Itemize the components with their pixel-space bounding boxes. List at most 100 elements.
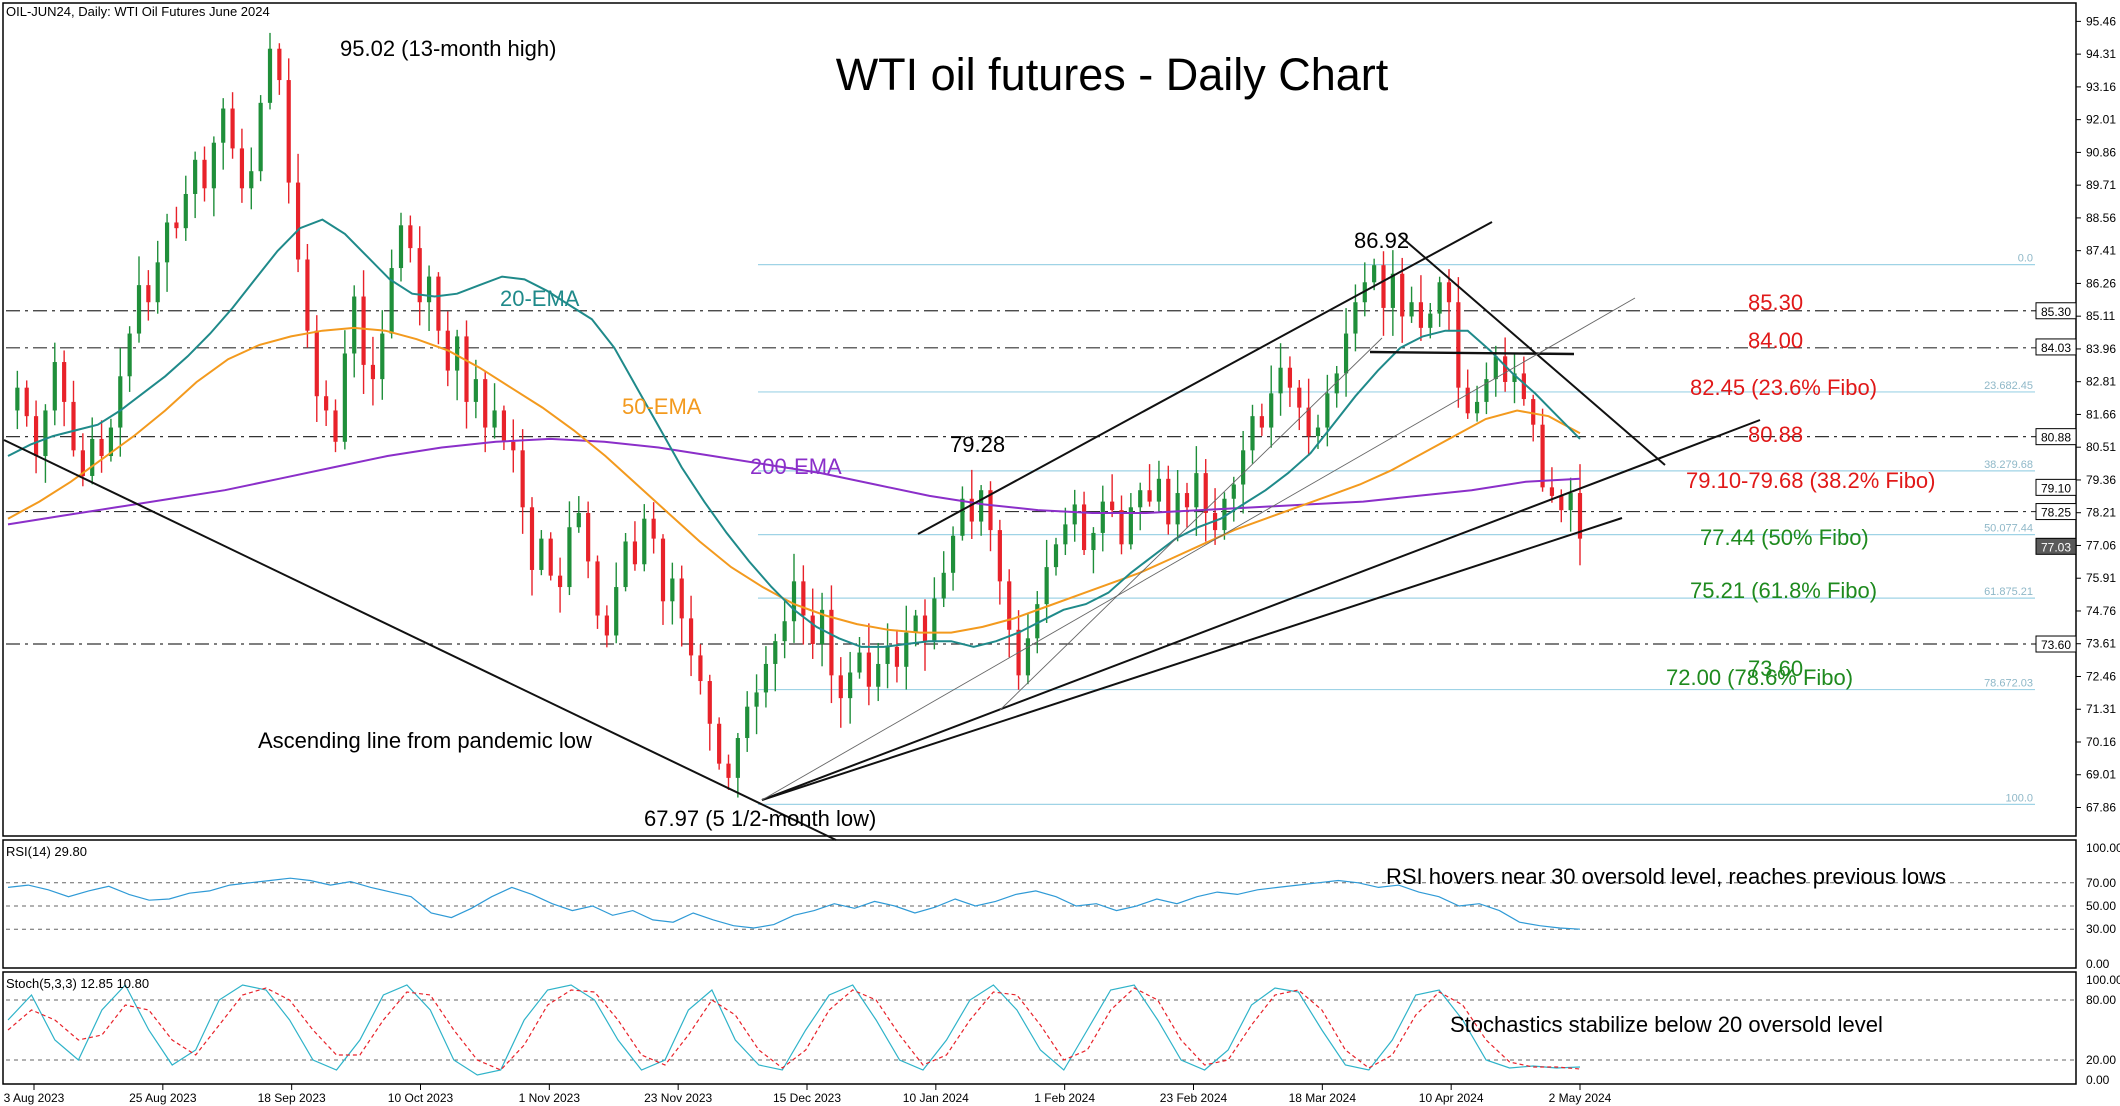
candlesticks xyxy=(15,32,1583,798)
candle-body xyxy=(108,427,114,457)
x-tick-label: 10 Jan 2024 xyxy=(903,1091,969,1105)
peak-annotation: 86.92 xyxy=(1354,228,1409,253)
candle-body xyxy=(960,498,965,536)
candle-body xyxy=(829,609,834,676)
candle-body xyxy=(436,276,441,331)
symbol-label: OIL-JUN24, Daily: WTI Oil Futures June 2… xyxy=(6,4,270,19)
candle-body xyxy=(1409,302,1414,317)
candle-body xyxy=(1418,302,1424,328)
price-tag-box xyxy=(2035,635,2077,653)
ema50-label: 50-EMA xyxy=(622,394,702,419)
candle-body xyxy=(698,655,703,682)
candle-body xyxy=(1306,407,1311,437)
fibo-ratio-5: 78.672.03 xyxy=(1984,678,2033,690)
candle-body xyxy=(1315,427,1321,437)
rsi-tick-label: 50.00 xyxy=(2086,899,2116,913)
y-tick-label: 69.01 xyxy=(2086,768,2116,782)
candle-body xyxy=(932,598,937,642)
candle-body xyxy=(146,285,151,303)
trend-line-7 xyxy=(999,337,1383,711)
candle-body xyxy=(520,450,525,508)
candle-body xyxy=(99,438,104,457)
stoch-d-line xyxy=(7,987,1581,1071)
price-tag-label: 79.10 xyxy=(2041,481,2071,495)
trend-line-1 xyxy=(761,419,1761,801)
candle-body xyxy=(979,490,984,522)
price-panel-frame xyxy=(2,2,2077,837)
candle-body xyxy=(1381,265,1386,308)
candle-body xyxy=(567,527,572,588)
price-tag-box xyxy=(2035,338,2077,356)
stoch-tick-label: 100.00 xyxy=(2086,973,2120,987)
price-tag-box xyxy=(2035,503,2077,521)
trend-lines xyxy=(3,221,1761,841)
price-tag-label: 77.03 xyxy=(2041,540,2071,554)
stoch-annotation: Stochastics stabilize below 20 oversold … xyxy=(1450,1012,1883,1037)
ema50-line xyxy=(7,326,1581,634)
candle-body xyxy=(90,438,95,476)
candle-body xyxy=(876,663,881,687)
candle-body xyxy=(1203,473,1208,513)
candle-body xyxy=(1128,507,1133,545)
trend-line-4 xyxy=(1399,235,1666,466)
fibo-50-text: 77.44 (50% Fibo) xyxy=(1700,525,1869,550)
candle-body xyxy=(1372,265,1377,283)
candle-body xyxy=(623,541,628,588)
candle-body xyxy=(1465,387,1470,414)
fibo-61-8-text: 75.21 (61.8% Fibo) xyxy=(1690,578,1877,603)
candle-body xyxy=(324,396,329,411)
candle-body xyxy=(941,572,946,599)
candle-body xyxy=(277,48,282,81)
price-tag-label: 80.88 xyxy=(2041,431,2071,445)
y-tick-label: 85.11 xyxy=(2086,309,2115,323)
x-tick-label: 10 Apr 2024 xyxy=(1419,1091,1484,1105)
candle-body xyxy=(483,379,488,428)
trend-line-6 xyxy=(761,297,1636,801)
candle-body xyxy=(1081,504,1087,551)
price-tag-box xyxy=(2035,537,2077,555)
candle-body xyxy=(726,763,731,778)
candle-body xyxy=(174,222,179,229)
candle-body xyxy=(492,410,497,428)
candle-body xyxy=(1072,504,1077,525)
price-tag-box xyxy=(2035,428,2077,446)
candle-body xyxy=(1549,487,1555,496)
stoch-tick-label: 0.00 xyxy=(2086,1073,2110,1087)
candle-body xyxy=(193,159,198,194)
fibo-ratio-2: 38.279.68 xyxy=(1984,459,2033,471)
candle-body xyxy=(810,615,815,645)
x-tick-label: 23 Nov 2023 xyxy=(644,1091,712,1105)
candle-body xyxy=(1138,490,1143,508)
y-tick-label: 81.66 xyxy=(2086,407,2116,421)
candle-body xyxy=(164,222,170,263)
y-tick-label: 72.46 xyxy=(2086,669,2116,683)
x-tick-label: 18 Mar 2024 xyxy=(1289,1091,1357,1105)
candle-body xyxy=(595,561,600,616)
candle-body xyxy=(1278,367,1283,394)
candle-body xyxy=(791,581,797,622)
y-tick-label: 78.21 xyxy=(2086,506,2116,520)
candle-body xyxy=(71,401,76,451)
candle-body xyxy=(848,672,853,699)
stoch-tick-label: 80.00 xyxy=(2086,993,2116,1007)
moving-averages xyxy=(7,218,1581,648)
y-tick-label: 89.71 xyxy=(2086,178,2116,192)
candle-body xyxy=(894,646,900,667)
candle-body xyxy=(632,541,638,565)
candle-body xyxy=(819,609,825,645)
x-tick-label: 10 Oct 2023 xyxy=(388,1091,454,1105)
rsi-panel-frame xyxy=(2,839,2077,969)
high-annotation: 95.02 (13-month high) xyxy=(340,36,556,61)
candle-body xyxy=(1474,401,1480,414)
candle-body xyxy=(43,410,48,457)
price-tags: 85.30 84.03 80.88 79.10 78.25 77.03 73.60 xyxy=(2035,302,2077,653)
candle-body xyxy=(717,723,722,764)
candle-body xyxy=(1484,379,1489,402)
y-tick-label: 74.76 xyxy=(2086,604,2116,618)
level-73-60-label: 73.60 xyxy=(1748,656,1803,681)
stoch-panel-frame xyxy=(2,971,2077,1085)
candle-body xyxy=(1400,273,1405,317)
level-80-88-label: 80.88 xyxy=(1748,422,1803,447)
candle-body xyxy=(913,615,918,633)
y-tick-label: 70.16 xyxy=(2086,735,2116,749)
